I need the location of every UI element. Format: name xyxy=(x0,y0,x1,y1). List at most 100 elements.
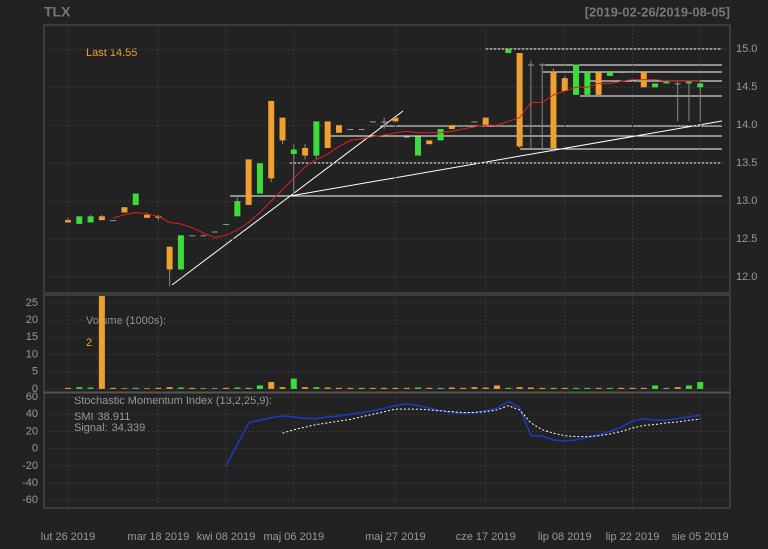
series-line xyxy=(225,400,701,467)
volume-bar xyxy=(527,387,534,389)
candle-body xyxy=(200,235,207,237)
candle-body xyxy=(482,117,489,126)
candle-body xyxy=(313,121,320,156)
candle-body xyxy=(358,129,365,131)
moving-average xyxy=(113,79,701,239)
volume-bar xyxy=(200,388,207,389)
volume-bar xyxy=(697,382,704,389)
candle-body xyxy=(674,83,681,85)
candle-body xyxy=(685,81,692,84)
volume-bar xyxy=(426,387,433,389)
legend-value: 34.339 xyxy=(112,422,146,434)
candle-body xyxy=(76,216,83,224)
date-range: [2019-02-26/2019-08-05] xyxy=(585,4,730,19)
candle-body xyxy=(414,136,421,156)
y-tick-label: -20 xyxy=(22,460,38,472)
candle-body xyxy=(234,201,241,217)
candle-body xyxy=(437,129,444,141)
volume-bar xyxy=(335,387,342,389)
candle-body xyxy=(268,100,275,179)
y-tick-label: -60 xyxy=(22,494,38,506)
x-tick-label: mar 18 2019 xyxy=(127,531,189,543)
y-tick-label: 13.5 xyxy=(736,157,757,169)
volume-panel xyxy=(43,294,731,393)
volume-title: Volume (1000s): xyxy=(86,315,166,327)
volume-bar xyxy=(629,387,636,389)
candle-body xyxy=(302,147,309,156)
candle-body xyxy=(335,125,342,133)
candle-body xyxy=(561,78,568,92)
candle-body xyxy=(98,216,105,221)
volume-bar xyxy=(674,387,681,389)
smi-panel xyxy=(43,392,731,509)
candle-body xyxy=(460,125,467,127)
candle-body xyxy=(110,220,117,222)
volume-bar xyxy=(302,387,309,389)
candle-body xyxy=(505,49,512,54)
y-tick-label: 60 xyxy=(26,391,38,403)
x-tick-label: maj 27 2019 xyxy=(365,531,426,543)
y-tick-label: 14.0 xyxy=(736,119,757,131)
y-tick-label: 12.0 xyxy=(736,271,757,283)
volume-bar xyxy=(223,387,230,389)
volume-bar xyxy=(573,387,580,389)
volume-bar xyxy=(539,387,546,389)
volume-bar xyxy=(403,387,410,389)
volume-bar xyxy=(381,387,388,389)
volume-bar xyxy=(471,387,478,389)
candle-body xyxy=(223,223,230,225)
volume-bar xyxy=(505,387,512,389)
y-tick-label: 12.5 xyxy=(736,233,757,245)
volume-bar xyxy=(155,387,162,389)
candle-body xyxy=(324,121,331,148)
volume-bar xyxy=(414,387,421,389)
candle-body xyxy=(697,83,704,88)
volume-bar xyxy=(324,387,331,389)
volume-bar xyxy=(584,387,591,389)
volume-bar xyxy=(110,387,117,389)
candle-body xyxy=(144,214,151,218)
candle-body xyxy=(256,163,263,194)
x-tick-label: lip 22 2019 xyxy=(606,531,660,543)
y-tick-label: 20 xyxy=(26,314,38,326)
y-tick-label: 14.5 xyxy=(736,81,757,93)
candle-body xyxy=(381,121,388,123)
volume-bar xyxy=(144,388,151,389)
candle-body xyxy=(132,193,139,205)
volume-last: 2 xyxy=(86,337,92,349)
price-panel xyxy=(43,24,731,294)
x-tick-label: cze 17 2019 xyxy=(456,531,516,543)
volume-bar xyxy=(516,387,523,389)
candle-body xyxy=(426,140,433,145)
y-tick-label: 10 xyxy=(26,348,38,360)
volume-bar xyxy=(358,387,365,389)
volume-bar xyxy=(87,387,94,389)
volume-bar xyxy=(618,387,625,389)
y-tick-label: -40 xyxy=(22,477,38,489)
y-tick-label: 5 xyxy=(32,366,38,378)
volume-bar xyxy=(460,387,467,389)
y-tick-label: 20 xyxy=(26,425,38,437)
candle-body xyxy=(166,246,173,270)
candle-body xyxy=(189,235,196,237)
volume-bar xyxy=(313,387,320,389)
candle-body xyxy=(573,64,580,95)
annotation-lines xyxy=(171,48,723,286)
x-tick-label: sie 05 2019 xyxy=(672,531,729,543)
legend-name: Signal: xyxy=(74,422,108,434)
candle-body xyxy=(471,121,478,123)
volume-bar xyxy=(685,385,692,389)
candle-body xyxy=(606,72,613,76)
volume-bar xyxy=(279,387,286,389)
volume-bar xyxy=(482,387,489,389)
volume-bar xyxy=(494,385,501,389)
candle-body xyxy=(448,125,455,130)
last-label: Last 14.55 xyxy=(86,47,137,59)
volume-bar xyxy=(437,387,444,389)
volume-bar xyxy=(76,387,83,389)
y-tick-label: 15 xyxy=(26,331,38,343)
candle-body xyxy=(392,117,399,122)
volume-bar xyxy=(663,387,670,389)
candle-body xyxy=(652,83,659,88)
